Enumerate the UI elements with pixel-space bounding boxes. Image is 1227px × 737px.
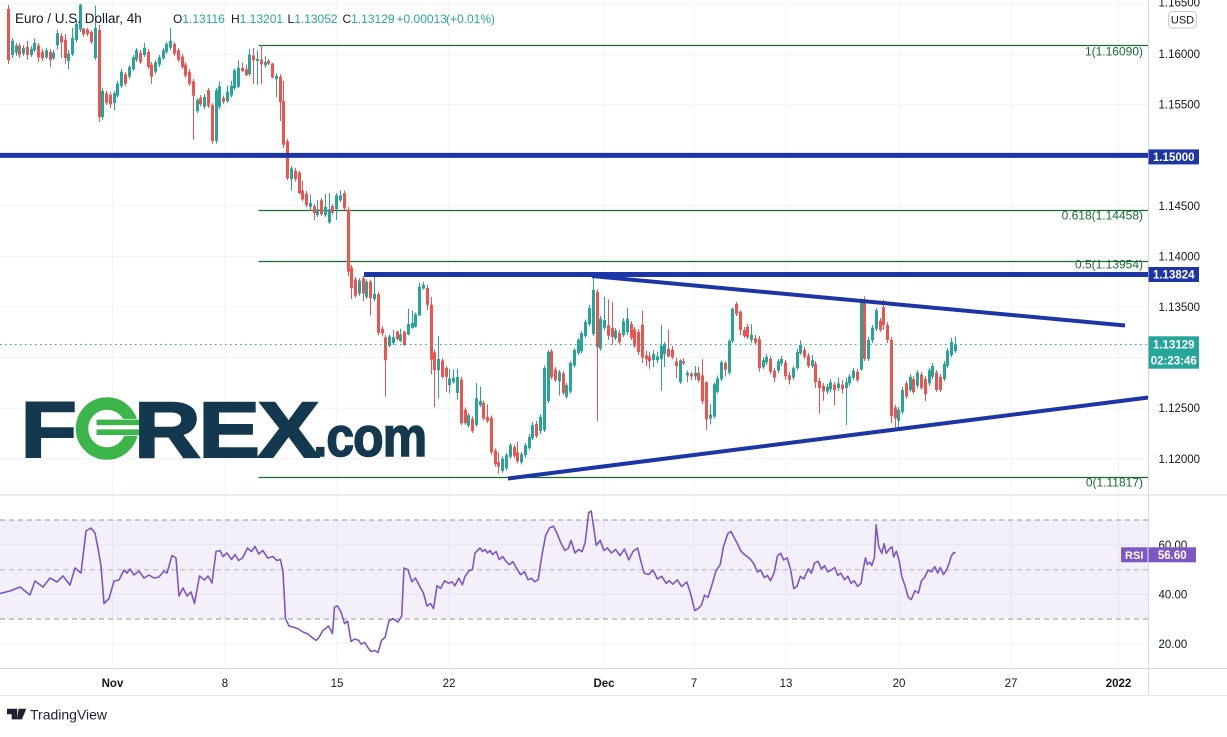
svg-text:1.15000: 1.15000 (1153, 152, 1195, 164)
svg-text:.com: .com (313, 406, 426, 468)
svg-text:1.16000: 1.16000 (1159, 49, 1201, 61)
svg-text:TradingView: TradingView (30, 707, 108, 723)
svg-text:1.15500: 1.15500 (1159, 100, 1201, 112)
svg-text:(+0.01%): (+0.01%) (446, 12, 495, 26)
svg-text:40.00: 40.00 (1159, 589, 1188, 601)
svg-text:L1.13052: L1.13052 (288, 12, 338, 26)
svg-text:+0.00013: +0.00013 (397, 12, 448, 26)
svg-text:1.14000: 1.14000 (1159, 251, 1201, 263)
svg-text:0(1.11817): 0(1.11817) (1086, 476, 1143, 490)
svg-text:22: 22 (443, 678, 456, 690)
svg-text:0.5(1.13954): 0.5(1.13954) (1075, 258, 1143, 272)
svg-text:H1.13201: H1.13201 (231, 12, 283, 26)
svg-text:1.14500: 1.14500 (1159, 201, 1201, 213)
svg-text:Nov: Nov (102, 678, 124, 690)
svg-text:8: 8 (222, 678, 228, 690)
svg-text:RSI: RSI (1125, 550, 1143, 562)
svg-text:56.60: 56.60 (1158, 550, 1187, 562)
svg-text:O1.13116: O1.13116 (173, 12, 225, 26)
svg-text:Dec: Dec (593, 678, 615, 690)
svg-text:1.13824: 1.13824 (1153, 270, 1195, 282)
svg-text:2022: 2022 (1106, 678, 1132, 690)
svg-text:1.13500: 1.13500 (1159, 302, 1201, 314)
svg-text:C1.13129: C1.13129 (343, 12, 395, 26)
svg-text:USD: USD (1171, 15, 1194, 27)
svg-text:REX: REX (134, 386, 319, 474)
svg-text:02:23:46: 02:23:46 (1151, 356, 1197, 368)
svg-text:Euro / U.S. Dollar, 4h: Euro / U.S. Dollar, 4h (15, 11, 142, 26)
svg-text:7: 7 (691, 678, 697, 690)
svg-text:1.16500: 1.16500 (1159, 0, 1201, 9)
svg-text:F: F (21, 386, 75, 474)
svg-text:1.12500: 1.12500 (1159, 403, 1201, 415)
svg-text:1(1.16090): 1(1.16090) (1085, 45, 1143, 59)
svg-text:0.618(1.14458): 0.618(1.14458) (1062, 209, 1143, 223)
svg-text:27: 27 (1005, 678, 1018, 690)
svg-text:20.00: 20.00 (1159, 639, 1188, 651)
svg-text:1.13129: 1.13129 (1153, 339, 1195, 351)
svg-text:15: 15 (331, 678, 344, 690)
svg-text:1.12000: 1.12000 (1159, 454, 1201, 466)
svg-text:13: 13 (780, 678, 793, 690)
svg-text:20: 20 (893, 678, 906, 690)
